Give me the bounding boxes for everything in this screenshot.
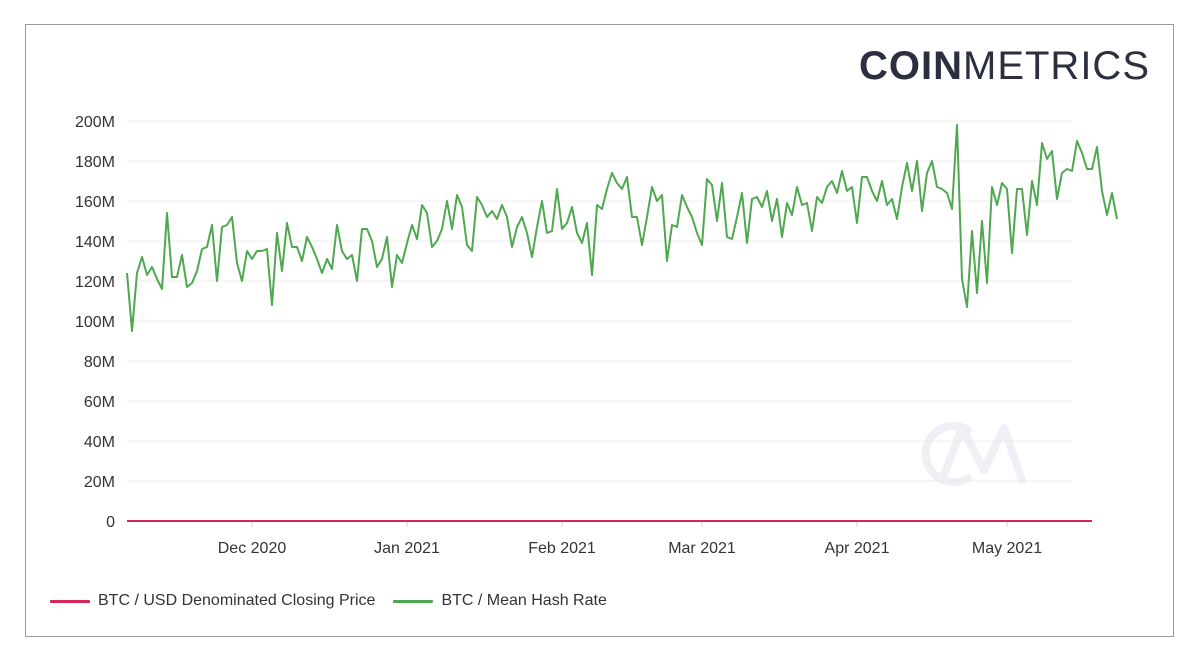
y-tick-label: 60M [84,394,115,411]
logo-metrics: METRICS [963,44,1150,88]
x-axis: Dec 2020 Jan 2021 Feb 2021 Mar 2021 Apr 2021… [127,520,1072,557]
y-tick-label: 160M [75,194,115,211]
x-tick-label: Dec 2020 [218,540,287,557]
x-tick-label: Mar 2021 [668,540,736,557]
y-tick-label: 100M [75,314,115,331]
legend-label-closing-price: BTC / USD Denominated Closing Price [98,592,376,609]
x-tick-label: Feb 2021 [528,540,596,557]
series-lines [126,124,1118,522]
y-tick-label: 40M [84,434,115,451]
legend-swatch-hash-rate [393,599,434,603]
legend-label-hash-rate: BTC / Mean Hash Rate [441,592,607,609]
y-tick-label: 140M [75,234,115,251]
y-axis: 0 20M 40M 60M 80M 100M 120M 140M 160M 180M 200M [75,114,115,531]
x-tick-label: Jan 2021 [374,540,440,557]
legend: BTC / USD Denominated Closing Price BTC … [50,592,607,610]
legend-item-hash-rate[interactable]: BTC / Mean Hash Rate [393,592,607,610]
logo-coin: COIN [859,44,963,88]
coinmetrics-logo: COINMETRICS [859,44,1150,88]
y-tick-label: 200M [75,114,115,131]
x-tick-label: Apr 2021 [825,540,890,557]
y-tick-label: 80M [84,354,115,371]
watermark-c [921,422,972,486]
watermark-m [938,424,1026,484]
y-tick-label: 20M [84,474,115,491]
y-tick-label: 0 [106,514,115,531]
chart-frame [25,24,1174,637]
series-line-hash-rate [126,124,1118,332]
y-tick-label: 120M [75,274,115,291]
legend-item-closing-price[interactable]: BTC / USD Denominated Closing Price [50,592,375,610]
legend-swatch-closing-price [50,599,90,603]
cm-watermark [921,422,1026,486]
x-tick-label: May 2021 [972,540,1042,557]
y-tick-label: 180M [75,154,115,171]
